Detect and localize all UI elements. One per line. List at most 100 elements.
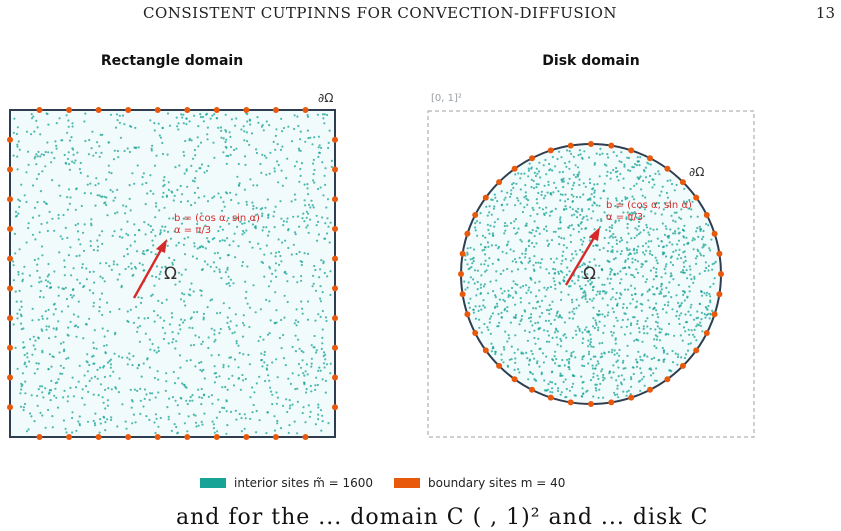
interior-site bbox=[150, 251, 153, 254]
interior-site bbox=[579, 222, 582, 225]
interior-site bbox=[466, 263, 469, 266]
interior-site bbox=[668, 281, 671, 284]
interior-site bbox=[687, 241, 690, 244]
interior-site bbox=[670, 182, 674, 186]
interior-site bbox=[128, 358, 131, 361]
interior-site bbox=[290, 140, 294, 143]
interior-site bbox=[532, 179, 535, 183]
interior-site bbox=[320, 347, 323, 350]
interior-site bbox=[662, 360, 665, 363]
interior-site bbox=[175, 116, 178, 119]
interior-site bbox=[700, 254, 703, 257]
interior-site bbox=[614, 298, 617, 301]
interior-site bbox=[698, 302, 701, 305]
interior-site bbox=[506, 306, 509, 309]
interior-site bbox=[92, 154, 95, 157]
interior-site bbox=[219, 257, 222, 260]
legend-boundary-text: boundary sites m = 40 bbox=[428, 476, 566, 490]
interior-site bbox=[581, 331, 584, 334]
interior-site bbox=[601, 368, 604, 371]
interior-site bbox=[609, 171, 612, 174]
interior-site bbox=[127, 265, 130, 268]
interior-site bbox=[506, 310, 509, 313]
interior-site bbox=[57, 217, 60, 220]
interior-site bbox=[324, 358, 327, 361]
interior-site bbox=[683, 356, 687, 360]
interior-site bbox=[48, 391, 51, 394]
interior-site bbox=[619, 270, 622, 273]
interior-site bbox=[224, 271, 227, 274]
interior-site bbox=[220, 136, 223, 139]
interior-site bbox=[234, 124, 237, 127]
interior-site bbox=[189, 395, 192, 399]
interior-site bbox=[44, 426, 47, 429]
interior-site bbox=[319, 268, 322, 271]
interior-site bbox=[72, 267, 75, 270]
interior-site bbox=[191, 179, 194, 182]
interior-site bbox=[629, 302, 632, 305]
interior-site bbox=[191, 399, 194, 402]
interior-site bbox=[474, 305, 477, 308]
interior-site bbox=[304, 204, 307, 207]
interior-site bbox=[161, 326, 164, 329]
interior-site bbox=[195, 257, 198, 260]
interior-site bbox=[575, 307, 578, 310]
interior-site bbox=[595, 321, 598, 324]
interior-site bbox=[217, 229, 220, 233]
interior-site bbox=[290, 200, 293, 203]
interior-site bbox=[211, 298, 214, 301]
interior-site bbox=[666, 304, 670, 307]
interior-site bbox=[276, 143, 279, 146]
interior-site bbox=[45, 328, 48, 331]
interior-site bbox=[697, 235, 700, 238]
interior-site bbox=[193, 180, 196, 183]
interior-site bbox=[198, 336, 201, 339]
interior-site bbox=[542, 361, 546, 364]
interior-site bbox=[161, 127, 164, 130]
interior-site bbox=[682, 293, 685, 296]
interior-site bbox=[211, 196, 214, 199]
interior-site bbox=[641, 205, 644, 208]
interior-site bbox=[590, 345, 593, 348]
interior-site bbox=[283, 294, 286, 297]
interior-site bbox=[701, 246, 704, 249]
interior-site bbox=[658, 173, 661, 176]
interior-site bbox=[533, 329, 536, 332]
interior-site bbox=[589, 278, 592, 281]
interior-site bbox=[258, 375, 261, 378]
interior-site bbox=[527, 199, 530, 202]
interior-site bbox=[598, 388, 601, 391]
interior-site bbox=[580, 208, 584, 211]
interior-site bbox=[488, 257, 491, 260]
interior-site bbox=[616, 393, 619, 396]
interior-site bbox=[20, 388, 23, 391]
interior-site bbox=[603, 211, 606, 214]
interior-site bbox=[521, 210, 525, 214]
interior-site bbox=[62, 350, 66, 353]
interior-site bbox=[554, 362, 557, 365]
interior-site bbox=[188, 288, 192, 291]
interior-site bbox=[539, 261, 542, 265]
interior-site bbox=[627, 389, 630, 392]
interior-site bbox=[543, 379, 546, 382]
interior-site bbox=[157, 122, 160, 125]
interior-site bbox=[131, 364, 134, 367]
interior-site bbox=[546, 330, 549, 333]
interior-site bbox=[143, 388, 147, 391]
interior-site bbox=[570, 224, 574, 227]
interior-site bbox=[212, 423, 215, 426]
interior-site bbox=[595, 364, 598, 367]
interior-site bbox=[227, 275, 230, 278]
interior-site bbox=[591, 325, 595, 328]
interior-site bbox=[137, 296, 140, 299]
interior-site bbox=[526, 357, 529, 360]
interior-site bbox=[80, 204, 83, 208]
interior-site bbox=[592, 355, 595, 358]
interior-site bbox=[275, 391, 278, 394]
interior-site bbox=[300, 263, 303, 267]
interior-site bbox=[270, 280, 273, 283]
interior-site bbox=[478, 305, 481, 308]
interior-site bbox=[128, 352, 131, 355]
interior-site bbox=[79, 243, 82, 246]
interior-site bbox=[322, 260, 325, 263]
